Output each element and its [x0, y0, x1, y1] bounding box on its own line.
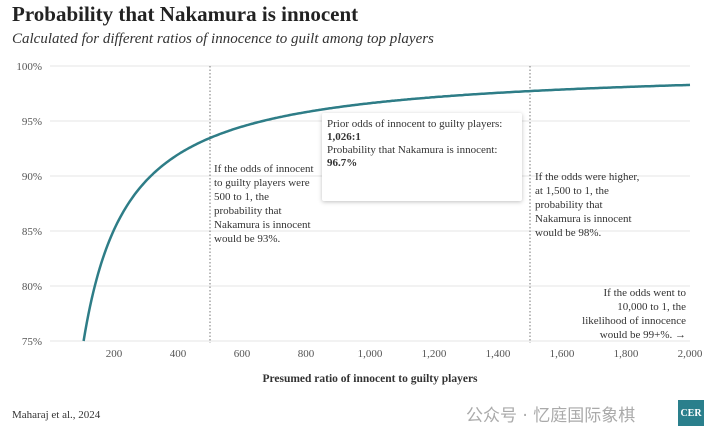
tooltip-value-odds: 1,026:1: [327, 131, 361, 143]
y-tick-label: 95%: [22, 116, 42, 128]
x-tick-label: 800: [298, 348, 315, 360]
chart-subtitle: Calculated for different ratios of innoc…: [12, 31, 434, 47]
y-tick-label: 100%: [16, 61, 42, 73]
x-axis-label: Presumed ratio of innocent to guilty pla…: [262, 373, 478, 385]
y-tick-label: 80%: [22, 281, 42, 293]
y-tick-label: 75%: [22, 336, 42, 348]
tooltip-label-odds: Prior odds of innocent to guilty players…: [327, 118, 503, 130]
chart-title: Probability that Nakamura is innocent: [12, 2, 359, 26]
x-tick-label: 600: [234, 348, 251, 360]
x-tick-label: 1,800: [614, 348, 639, 360]
source-note: Maharaj et al., 2024: [12, 409, 101, 421]
x-tick-label: 1,400: [486, 348, 511, 360]
y-tick-label: 90%: [22, 171, 42, 183]
x-tick-label: 2,000: [678, 348, 703, 360]
x-tick-label: 200: [106, 348, 123, 360]
x-tick-label: 400: [170, 348, 187, 360]
logo: CER: [678, 400, 704, 426]
series-line: [82, 83, 691, 342]
annotation-1500: If the odds were higher, at 1,500 to 1, …: [535, 171, 640, 239]
x-tick-label: 1,200: [422, 348, 447, 360]
tooltip-label-probability: Probability that Nakamura is innocent:: [327, 144, 498, 156]
annotation-500: If the odds of innocent to guilty player…: [214, 163, 314, 245]
tooltip: Prior odds of innocent to guilty players…: [322, 113, 522, 201]
y-tick-label: 85%: [22, 226, 42, 238]
annotation-10000: If the odds went to 10,000 to 1, the lik…: [582, 287, 686, 341]
x-tick-label: 1,000: [358, 348, 383, 360]
x-tick-label: 1,600: [550, 348, 575, 360]
tooltip-value-probability: 96.7%: [327, 157, 358, 169]
watermark: 公众号 · 忆庭国际象棋: [466, 406, 636, 426]
